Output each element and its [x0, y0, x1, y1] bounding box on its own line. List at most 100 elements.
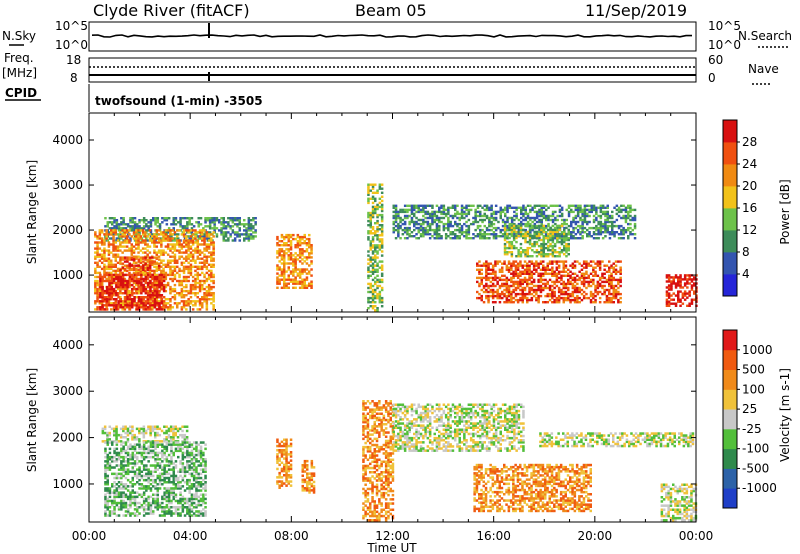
heatmap-cell — [160, 298, 164, 301]
heatmap-cell — [179, 221, 182, 224]
heatmap-cell — [544, 272, 547, 275]
heatmap-cell — [211, 221, 214, 224]
heatmap-cell — [280, 286, 284, 289]
heatmap-cell — [624, 210, 628, 214]
heatmap-cell — [581, 218, 584, 222]
heatmap-cell — [491, 278, 495, 282]
heatmap-cell — [547, 236, 550, 240]
heatmap-cell — [130, 235, 133, 238]
heatmap-cell — [166, 263, 170, 266]
heatmap-cell — [538, 226, 541, 230]
heatmap-cell — [96, 253, 99, 256]
heatmap-cell — [162, 304, 165, 307]
heatmap-cell — [442, 212, 446, 216]
heatmap-cell — [106, 436, 109, 439]
heatmap-cell — [686, 274, 689, 277]
heatmap-cell — [380, 187, 384, 190]
heatmap-cell — [108, 425, 111, 428]
heatmap-cell — [121, 229, 124, 232]
heatmap-cell — [227, 237, 230, 240]
heatmap-cell — [478, 276, 481, 280]
heatmap-cell — [485, 228, 489, 232]
heatmap-cell — [176, 279, 179, 283]
heatmap-cell — [212, 249, 215, 252]
heatmap-cell — [371, 195, 375, 198]
heatmap-cell — [247, 219, 251, 222]
heatmap-cell — [529, 233, 532, 236]
heatmap-cell — [203, 241, 206, 244]
heatmap-cell — [601, 274, 604, 277]
heatmap-cell — [435, 233, 439, 236]
heatmap-cell — [173, 275, 177, 279]
heatmap-cell — [544, 242, 548, 246]
heatmap-cell — [119, 292, 122, 295]
heatmap-cell — [105, 233, 108, 236]
heatmap-cell — [371, 258, 375, 261]
heatmap-cell — [378, 280, 382, 284]
heatmap-cell — [679, 298, 682, 301]
heatmap-cell — [612, 278, 615, 282]
heatmap-cell — [178, 249, 181, 252]
heatmap-cell — [131, 292, 134, 295]
heatmap-cell — [153, 262, 156, 265]
heatmap-cell — [512, 236, 516, 240]
heatmap-cell — [504, 231, 507, 234]
heatmap-cell — [100, 253, 104, 256]
power-colorbar-label: Power [dB] — [778, 179, 792, 244]
heatmap-cell — [564, 270, 568, 273]
heatmap-cell — [526, 253, 529, 256]
heatmap-cell — [210, 292, 213, 295]
heatmap-cell — [371, 232, 375, 235]
heatmap-cell — [551, 244, 555, 248]
heatmap-cell — [573, 272, 577, 275]
heatmap-cell — [449, 220, 452, 224]
heatmap-cell — [567, 242, 570, 246]
heatmap-cell — [538, 220, 541, 224]
heatmap-cell — [204, 235, 207, 238]
heatmap-cell — [308, 233, 311, 237]
heatmap-cell — [207, 269, 211, 273]
heatmap-cell — [674, 294, 678, 297]
noise-search-label: N.Search — [738, 29, 792, 43]
heatmap-cell — [174, 219, 178, 222]
colorbar-tick-label: 28 — [742, 135, 757, 149]
heatmap-cell — [538, 212, 541, 216]
heatmap-cell — [597, 233, 600, 236]
heatmap-cell — [298, 237, 302, 241]
heatmap-cell — [176, 302, 179, 305]
noise-right-tick-bottom: 10^0 — [708, 38, 741, 52]
heatmap-cell — [236, 225, 239, 228]
heatmap-cell — [124, 304, 127, 307]
heatmap-cell — [201, 296, 204, 299]
heatmap-cell — [547, 234, 550, 238]
heatmap-cell — [296, 268, 300, 271]
heatmap-cell — [507, 260, 511, 263]
heatmap-cell — [608, 237, 612, 240]
heatmap-cell — [136, 225, 139, 228]
heatmap-cell — [224, 231, 228, 234]
heatmap-cell — [506, 251, 509, 254]
heatmap-cell — [178, 279, 181, 283]
heatmap-cell — [182, 265, 186, 268]
heatmap-cell — [456, 222, 459, 226]
heatmap-cell — [210, 253, 213, 256]
heatmap-cell — [596, 262, 600, 265]
heatmap-cell — [107, 300, 111, 303]
heatmap-cell — [394, 204, 398, 207]
heatmap-cell — [187, 253, 190, 256]
heatmap-cell — [180, 292, 184, 295]
heatmap-cell — [116, 239, 120, 242]
heatmap-cell — [592, 231, 596, 234]
heatmap-cell — [137, 237, 140, 240]
heatmap-cell — [146, 275, 149, 279]
heatmap-cell — [305, 268, 309, 271]
heatmap-cell — [132, 275, 136, 279]
heatmap-cell — [112, 235, 115, 238]
heatmap-cell — [601, 206, 605, 209]
heatmap-cell — [507, 284, 511, 288]
heatmap-cell — [116, 292, 120, 295]
heatmap-cell — [135, 277, 138, 281]
heatmap-cell — [162, 296, 166, 299]
heatmap-cell — [403, 210, 407, 214]
heatmap-cell — [308, 284, 311, 287]
